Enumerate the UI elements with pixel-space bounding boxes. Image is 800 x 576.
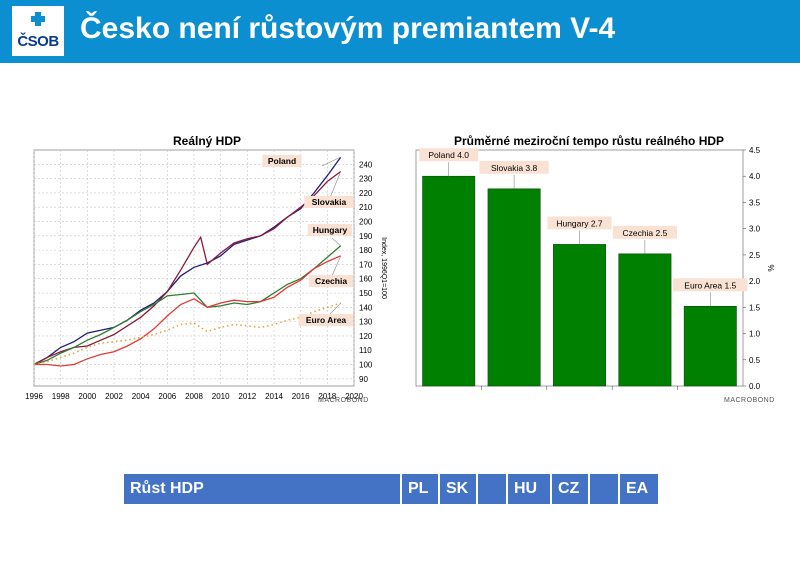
y-tick-label: 3.0 [749, 225, 761, 234]
y-tick-label: 170 [359, 260, 373, 269]
series-label-bg [298, 314, 354, 326]
series-label-leader [331, 255, 341, 277]
series-label: Slovakia [312, 197, 347, 207]
line-chart-credit: MACROBOND [318, 397, 369, 404]
table-cell-empty [590, 474, 620, 504]
y-tick-label: 100 [359, 361, 373, 370]
y-tick-label: 90 [359, 375, 368, 384]
x-tick-label: 2002 [105, 392, 123, 401]
x-tick-label: 2010 [212, 392, 230, 401]
x-tick-label: 2016 [292, 392, 310, 401]
logo-text: ČSOB [17, 33, 59, 50]
y-tick-label: 110 [359, 346, 372, 355]
bar-slovakia [487, 188, 541, 387]
y-axis-label: % [766, 264, 775, 271]
table-header-cell: Růst HDP [124, 474, 402, 504]
data-label: Poland 4.0 [428, 150, 469, 160]
x-tick-label: 2006 [158, 392, 176, 401]
y-tick-label: 140 [359, 303, 373, 312]
series-label-bg [304, 196, 354, 208]
y-tick-label: 0.0 [749, 382, 761, 391]
bar-hungary [553, 244, 606, 387]
y-axis-label: Index, 1996Q1=100 [380, 237, 387, 299]
series-label-leader [321, 156, 341, 167]
bar-euro-area [683, 305, 737, 387]
y-tick-label: 1.0 [749, 330, 761, 339]
y-tick-label: 120 [359, 332, 373, 341]
series-label-leader [329, 171, 341, 199]
table-cell-ea: EA [620, 474, 658, 504]
y-tick-label: 0.5 [749, 356, 761, 365]
page-title: Česko není růstovým premiantem V-4 [80, 12, 616, 45]
series-label: Hungary [313, 225, 348, 235]
y-tick-label: 4.5 [749, 146, 761, 155]
data-label-bg [612, 225, 677, 239]
bar-chart-credit: MACROBOND [724, 397, 775, 404]
table-cell-empty [478, 474, 508, 504]
data-label-bg [547, 216, 612, 230]
series-line-euro-area [33, 302, 341, 366]
growth-table: Růst HDP PL SK HU CZ EA [124, 474, 658, 504]
x-tick-label: 2012 [238, 392, 256, 401]
table-cell-cz: CZ [552, 474, 590, 504]
y-tick-label: 220 [359, 189, 373, 198]
y-tick-label: 2.5 [749, 251, 761, 260]
series-label: Czechia [315, 276, 347, 286]
y-tick-label: 160 [359, 275, 373, 284]
series-label: Euro Area [306, 315, 347, 325]
series-label-leader [331, 237, 341, 247]
y-tick-label: 180 [359, 246, 373, 255]
data-label: Slovakia 3.8 [491, 163, 538, 173]
y-tick-label: 210 [359, 203, 373, 212]
series-label-bg [308, 275, 354, 287]
series-label: Poland [268, 156, 296, 166]
y-tick-label: 2.0 [749, 277, 761, 286]
table-cell-pl: PL [402, 474, 440, 504]
series-line-czechia [34, 255, 341, 367]
line-chart-title: Reálný HDP [172, 134, 242, 148]
data-label: Hungary 2.7 [556, 218, 603, 228]
series-label-bg [307, 224, 353, 236]
data-label-bg [673, 278, 748, 292]
x-tick-label: 2018 [318, 392, 336, 401]
y-tick-label: 150 [359, 289, 373, 298]
y-tick-label: 230 [359, 175, 373, 184]
x-tick-label: 1996 [25, 392, 43, 401]
header-bar: ČSOB Česko není růstovým premiantem V-4 [0, 0, 800, 63]
csob-logo: ČSOB [12, 6, 64, 56]
y-tick-label: 240 [359, 160, 373, 169]
data-label-bg [419, 148, 479, 162]
data-label-bg [479, 160, 549, 174]
table-cell-hu: HU [508, 474, 552, 504]
series-line-hungary [33, 245, 342, 366]
y-tick-label: 4.0 [749, 172, 761, 181]
bar-poland [422, 175, 476, 387]
series-label-bg [262, 155, 302, 167]
bar-czechia [618, 253, 672, 387]
y-tick-label: 3.5 [749, 198, 761, 207]
x-tick-label: 1998 [52, 392, 70, 401]
x-tick-label: 2020 [345, 392, 363, 401]
y-tick-label: 1.5 [749, 303, 761, 312]
y-tick-label: 190 [359, 232, 373, 241]
x-tick-label: 2014 [265, 392, 283, 401]
data-label: Czechia 2.5 [622, 228, 667, 238]
logo-mark-icon [31, 12, 45, 26]
y-tick-label: 130 [359, 318, 373, 327]
table-cell-sk: SK [440, 474, 478, 504]
data-label: Euro Area 1.5 [684, 280, 736, 290]
x-tick-label: 2000 [78, 392, 96, 401]
y-tick-label: 200 [359, 218, 373, 227]
series-label-leader [329, 302, 341, 315]
series-line-slovakia [33, 170, 342, 366]
x-tick-label: 2008 [185, 392, 203, 401]
x-tick-label: 2004 [132, 392, 150, 401]
bar-chart-title: Průměrné meziroční tempo růstu reálného … [453, 134, 725, 148]
